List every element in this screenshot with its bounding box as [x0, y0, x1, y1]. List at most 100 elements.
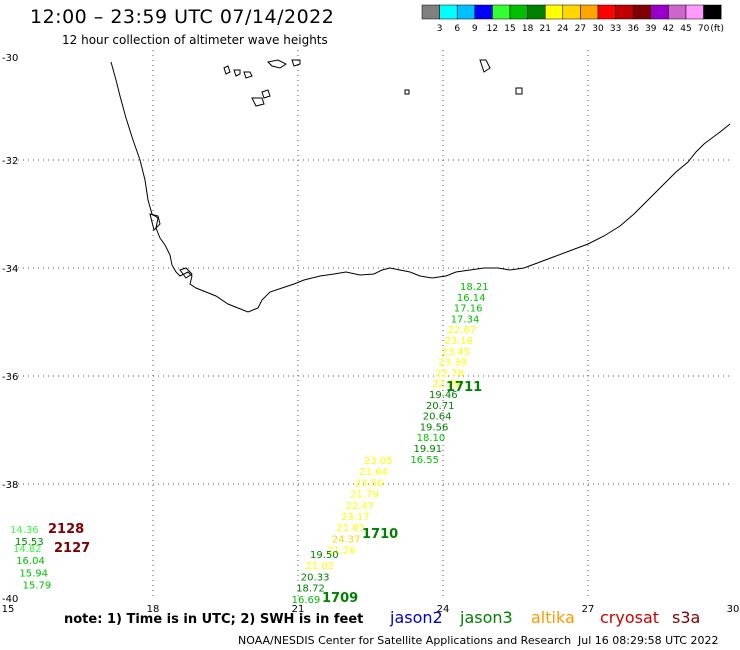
swh-value-label: 19.50 — [310, 550, 339, 561]
coast-islet-8 — [479, 59, 491, 73]
swh-value-label: 23.17 — [341, 512, 370, 523]
color-scale-unit: (ft) — [710, 24, 724, 34]
color-scale-label: 18 — [522, 24, 534, 34]
swh-value-label: 15.94 — [19, 568, 48, 579]
color-swatch — [421, 4, 440, 20]
color-swatch — [668, 4, 687, 20]
swh-value-label: 22.67 — [448, 325, 477, 336]
swh-value-label: 23.16 — [445, 336, 474, 347]
swh-value-label: 21.83 — [336, 523, 365, 534]
coast-islet-7 — [291, 59, 301, 67]
lat-label: -40 — [2, 594, 18, 605]
color-swatch — [580, 4, 599, 20]
legend-jason2: jason2 — [390, 608, 443, 627]
coast-islet-5 — [261, 89, 271, 99]
map-subtitle: 12 hour collection of altimeter wave hei… — [62, 33, 328, 47]
color-scale-label: 70 — [698, 24, 710, 34]
swh-value-label: 16.04 — [16, 556, 45, 567]
swh-value-label: 21.02 — [305, 561, 334, 572]
color-scale-label: 12 — [487, 24, 498, 34]
coastline — [110, 59, 731, 313]
swh-value-label: 15.53 — [15, 537, 44, 548]
coast-inlet-lower — [179, 267, 193, 279]
lat-lon-grid: 15 18 21 24 27 30 -30 -32 -34 -36 -38 -40 — [2, 50, 740, 615]
color-scale-label: 15 — [504, 24, 515, 34]
color-swatch — [703, 4, 722, 20]
color-swatch — [544, 4, 564, 20]
lat-label: -32 — [2, 156, 18, 167]
coast-islet-6 — [251, 97, 265, 107]
swh-value-label: 18.10 — [417, 433, 446, 444]
swh-value-label: 21.79 — [350, 490, 379, 501]
legend-s3a: s3a — [672, 608, 701, 627]
lat-label: -34 — [2, 264, 18, 275]
swh-value-label: 24.37 — [332, 534, 361, 545]
color-scale-label: 42 — [663, 24, 674, 34]
color-scale-label: 45 — [680, 24, 691, 34]
color-scale-label: 9 — [472, 24, 478, 34]
lat-label: -30 — [2, 53, 18, 64]
swh-value-label: 18.72 — [296, 584, 325, 595]
swh-value-label: 23.39 — [438, 358, 467, 369]
south-africa-coastline — [110, 61, 731, 313]
lon-label: 24 — [437, 604, 450, 615]
color-swatch — [650, 4, 669, 20]
color-swatch — [615, 4, 634, 20]
color-swatch — [632, 4, 652, 20]
coast-islet-4 — [266, 59, 287, 69]
swh-value-label: 20.64 — [423, 412, 452, 423]
coast-inlet-upper — [149, 213, 161, 231]
pass-time-label: 2127 — [54, 541, 90, 556]
legend-cryosat: cryosat — [600, 608, 660, 627]
swh-value-label: 22.39 — [432, 379, 461, 390]
swh-value-label: 22.47 — [346, 501, 375, 512]
color-scale-bar: 3 6 9 12 15 18 21 24 27 30 33 36 39 42 45 70 (ft) — [421, 4, 724, 34]
swh-value-label: 16.55 — [410, 455, 439, 466]
color-scale-label: 24 — [557, 24, 569, 34]
color-swatch — [509, 4, 528, 20]
color-swatch — [685, 4, 704, 20]
swh-value-label: 19.46 — [429, 390, 458, 401]
color-swatch — [474, 4, 493, 20]
color-swatch — [439, 4, 458, 20]
lon-label: 15 — [2, 604, 15, 615]
coast-islet-10 — [515, 87, 523, 95]
color-scale-label: 33 — [610, 24, 621, 34]
swh-value-label: 21.64 — [359, 467, 388, 478]
swh-value-label: 16.69 — [292, 595, 321, 606]
color-scale-label: 21 — [539, 24, 550, 34]
color-scale-label: 30 — [592, 24, 604, 34]
lat-label: -38 — [2, 480, 18, 491]
coast-islet-1 — [223, 65, 231, 75]
pass-time-label: 1710 — [362, 527, 398, 542]
swh-value-label: 20.71 — [426, 401, 455, 412]
swh-value-label: 16.14 — [457, 293, 486, 304]
generated-timestamp: Jul 16 08:29:58 UTC 2022 — [578, 634, 719, 647]
swh-value-label: 15.79 — [23, 581, 52, 592]
swh-value-label: 19.56 — [420, 422, 449, 433]
color-scale-label: 39 — [645, 24, 657, 34]
swh-value-label: 17.34 — [451, 314, 480, 325]
swh-value-label: 18.21 — [460, 282, 489, 293]
color-scale-label: 36 — [627, 24, 639, 34]
swh-value-label: 17.16 — [454, 304, 483, 315]
pass-time-label: 1709 — [322, 591, 358, 606]
swh-value-label: 14.82 — [13, 544, 42, 555]
lon-label: 30 — [727, 604, 740, 615]
color-swatch — [597, 4, 616, 20]
color-swatch — [492, 4, 511, 20]
lon-label: 18 — [147, 604, 160, 615]
swh-value-label: 20.33 — [301, 572, 330, 583]
altimeter-tracks: 18.2116.1417.1617.3422.6723.1623.4523.39… — [10, 282, 489, 606]
lon-label: 21 — [292, 604, 305, 615]
coast-islet-3 — [243, 71, 253, 79]
legend-altika: altika — [531, 608, 575, 627]
color-scale-label: 3 — [437, 24, 443, 34]
color-scale-label: 27 — [575, 24, 586, 34]
credit-line: NOAA/NESDIS Center for Satellite Applica… — [238, 634, 572, 647]
coast-islet-2 — [233, 69, 241, 77]
lat-label: -36 — [2, 372, 18, 383]
color-swatch — [562, 4, 581, 20]
coast-islet-9 — [404, 89, 410, 95]
